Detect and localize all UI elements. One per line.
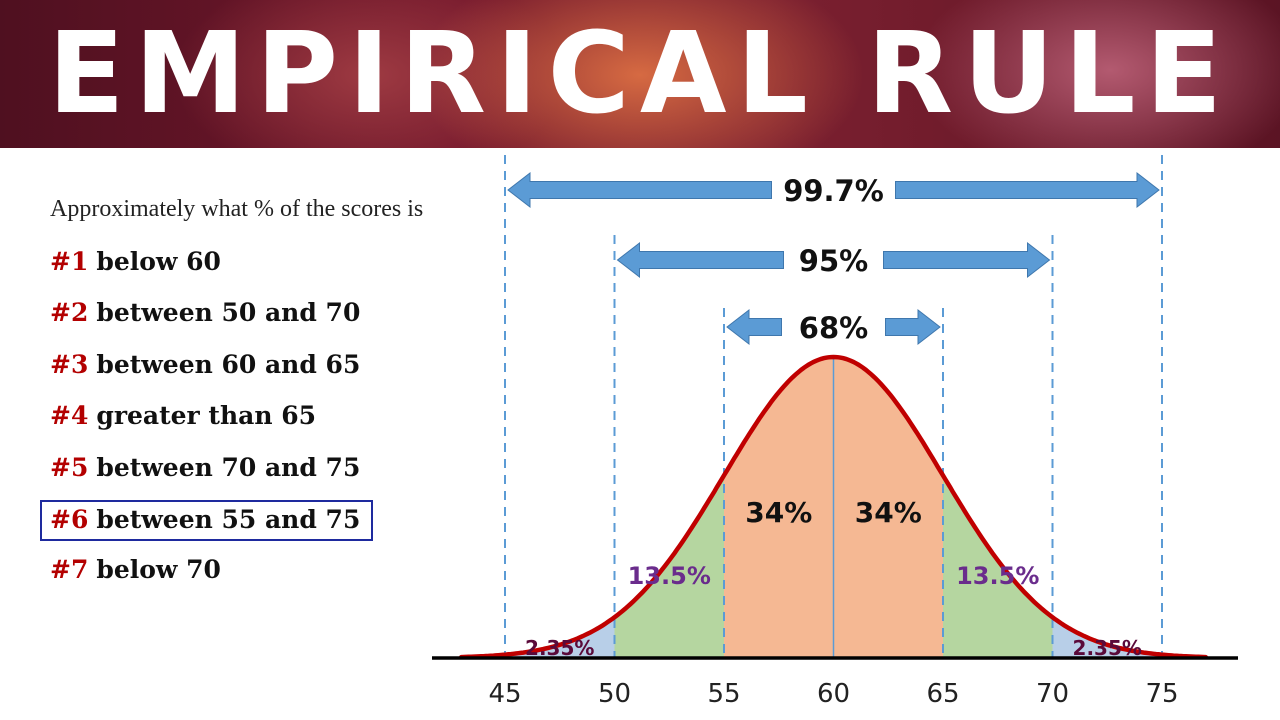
- question-item-7: #7 below 70: [50, 555, 221, 584]
- interval-label: 99.7%: [783, 174, 884, 208]
- item-number: #5: [50, 453, 89, 482]
- region-label: 34%: [855, 496, 922, 529]
- x-tick-label: 55: [707, 679, 740, 709]
- item-text: below 60: [96, 247, 221, 276]
- x-tick-label: 50: [598, 679, 631, 709]
- banner-title: EMPIRICAL RULE: [48, 9, 1232, 139]
- question-item-3: #3 between 60 and 65: [50, 350, 360, 379]
- x-tick-label: 60: [817, 679, 850, 709]
- question-item-1: #1 below 60: [50, 247, 221, 276]
- question-item-2: #2 between 50 and 70: [50, 298, 360, 327]
- region-fill: [1052, 617, 1162, 658]
- x-tick-label: 75: [1145, 679, 1178, 709]
- interval-arrow: [616, 241, 784, 279]
- item-number: #6: [50, 505, 89, 534]
- item-number: #1: [50, 247, 89, 276]
- interval-arrow: [507, 171, 772, 209]
- region-label: 2.35%: [525, 636, 594, 660]
- interval-arrow: [726, 308, 782, 346]
- region-label: 13.5%: [628, 562, 711, 590]
- interval-arrow: [883, 241, 1051, 279]
- x-tick-label: 65: [926, 679, 959, 709]
- question-item-4: #4 greater than 65: [50, 401, 316, 430]
- normal-curve: [458, 354, 1209, 660]
- region-label: 13.5%: [956, 562, 1039, 590]
- interval-label: 68%: [799, 311, 868, 345]
- item-text: greater than 65: [96, 401, 317, 430]
- highlight-box: [40, 500, 373, 541]
- region-fill: [505, 617, 615, 658]
- region-label: 34%: [745, 496, 812, 529]
- interval-label: 95%: [799, 244, 868, 278]
- item-number: #2: [50, 298, 89, 327]
- question-item-5: #5 between 70 and 75: [50, 453, 360, 482]
- interval-arrow: [895, 171, 1160, 209]
- item-text: between 70 and 75: [96, 453, 361, 482]
- item-number: #4: [50, 401, 89, 430]
- item-text: below 70: [96, 555, 221, 584]
- item-text: between 60 and 65: [96, 350, 361, 379]
- item-text: between 55 and 75: [96, 505, 361, 534]
- item-number: #7: [50, 555, 89, 584]
- question-item-6: #6 between 55 and 75: [50, 505, 360, 534]
- interval-arrow: [885, 308, 941, 346]
- title-banner: EMPIRICAL RULE: [0, 0, 1280, 148]
- region-label: 2.35%: [1073, 636, 1142, 660]
- question-text: Approximately what % of the scores is: [50, 196, 424, 222]
- item-number: #3: [50, 350, 89, 379]
- x-tick-label: 45: [488, 679, 521, 709]
- x-tick-label: 70: [1036, 679, 1069, 709]
- item-text: between 50 and 70: [96, 298, 361, 327]
